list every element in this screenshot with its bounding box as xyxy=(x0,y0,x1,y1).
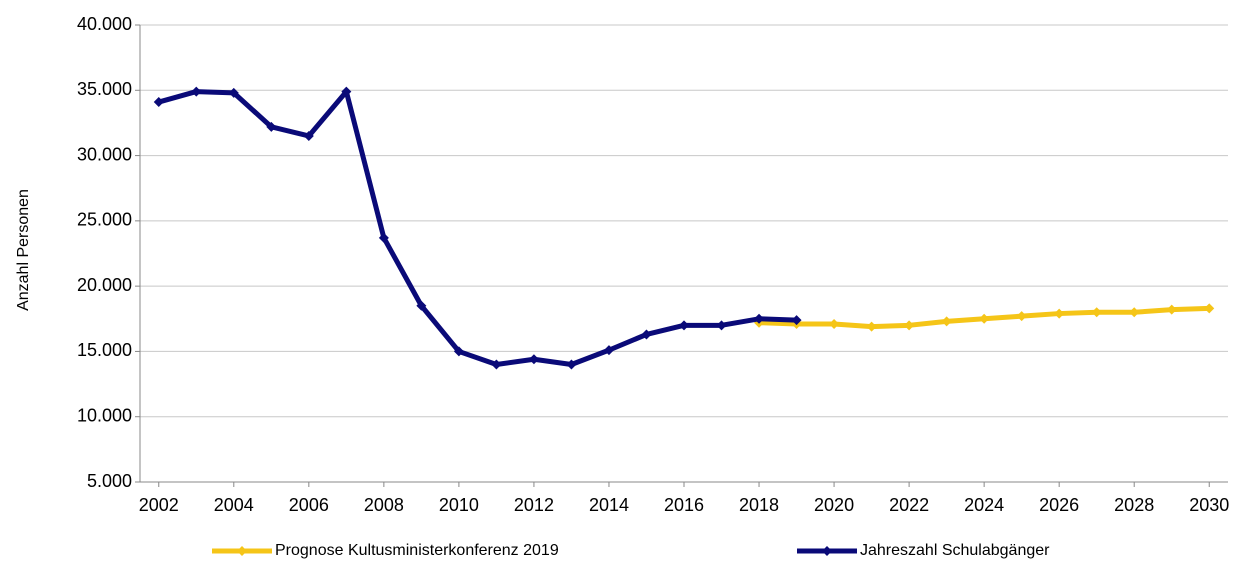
data-point xyxy=(829,319,840,330)
data-point xyxy=(603,345,614,356)
data-point xyxy=(716,320,727,331)
data-point xyxy=(453,346,464,357)
data-point xyxy=(341,86,352,97)
x-tick-label: 2030 xyxy=(1189,495,1229,515)
data-point xyxy=(303,130,314,141)
data-point xyxy=(491,359,502,370)
x-tick-label: 2010 xyxy=(439,495,479,515)
x-tick-label: 2014 xyxy=(589,495,629,515)
y-tick-label: 25.000 xyxy=(77,210,132,230)
data-point xyxy=(1016,311,1027,322)
data-point xyxy=(904,320,915,331)
x-tick-label: 2008 xyxy=(364,495,404,515)
data-point xyxy=(416,300,427,311)
data-point xyxy=(791,315,802,326)
x-tick-label: 2016 xyxy=(664,495,704,515)
x-tick-label: 2028 xyxy=(1114,495,1154,515)
data-point xyxy=(679,320,689,331)
y-tick-label: 30.000 xyxy=(77,144,132,164)
data-point xyxy=(191,86,202,97)
data-point xyxy=(979,313,990,324)
data-point xyxy=(528,354,539,365)
x-tick-label: 2012 xyxy=(514,495,554,515)
series-line xyxy=(158,89,797,367)
data-point xyxy=(866,321,877,332)
data-point xyxy=(941,316,952,327)
data-point xyxy=(153,97,164,108)
data-point xyxy=(1091,307,1102,318)
y-tick-label: 20.000 xyxy=(77,275,132,295)
y-tick-label: 35.000 xyxy=(77,79,132,99)
x-tick-label: 2020 xyxy=(814,495,854,515)
data-point xyxy=(641,329,652,340)
data-point xyxy=(1129,307,1140,318)
x-tick-label: 2002 xyxy=(139,495,179,515)
data-point xyxy=(378,232,389,243)
legend-marker xyxy=(237,546,247,556)
data-point xyxy=(566,359,577,370)
data-point xyxy=(754,313,765,324)
y-axis-label: Anzahl Personen xyxy=(15,189,32,311)
x-tick-label: 2026 xyxy=(1039,495,1079,515)
data-point xyxy=(228,87,239,98)
data-point xyxy=(266,121,277,132)
x-tick-label: 2024 xyxy=(964,495,1004,515)
x-tick-label: 2004 xyxy=(214,495,254,515)
data-point xyxy=(1166,304,1177,315)
legend-label: Prognose Kultusministerkonferenz 2019 xyxy=(275,542,559,559)
y-tick-label: 5.000 xyxy=(87,471,132,491)
y-tick-label: 15.000 xyxy=(77,340,132,360)
legend-marker xyxy=(822,546,832,556)
legend-label: Jahreszahl Schulabgänger xyxy=(860,542,1050,559)
y-tick-label: 10.000 xyxy=(77,405,132,425)
data-point xyxy=(1204,303,1215,314)
x-tick-label: 2022 xyxy=(889,495,929,515)
x-tick-label: 2018 xyxy=(739,495,779,515)
data-point xyxy=(1054,308,1065,319)
x-tick-label: 2006 xyxy=(289,495,329,515)
y-tick-label: 40.000 xyxy=(77,14,132,34)
